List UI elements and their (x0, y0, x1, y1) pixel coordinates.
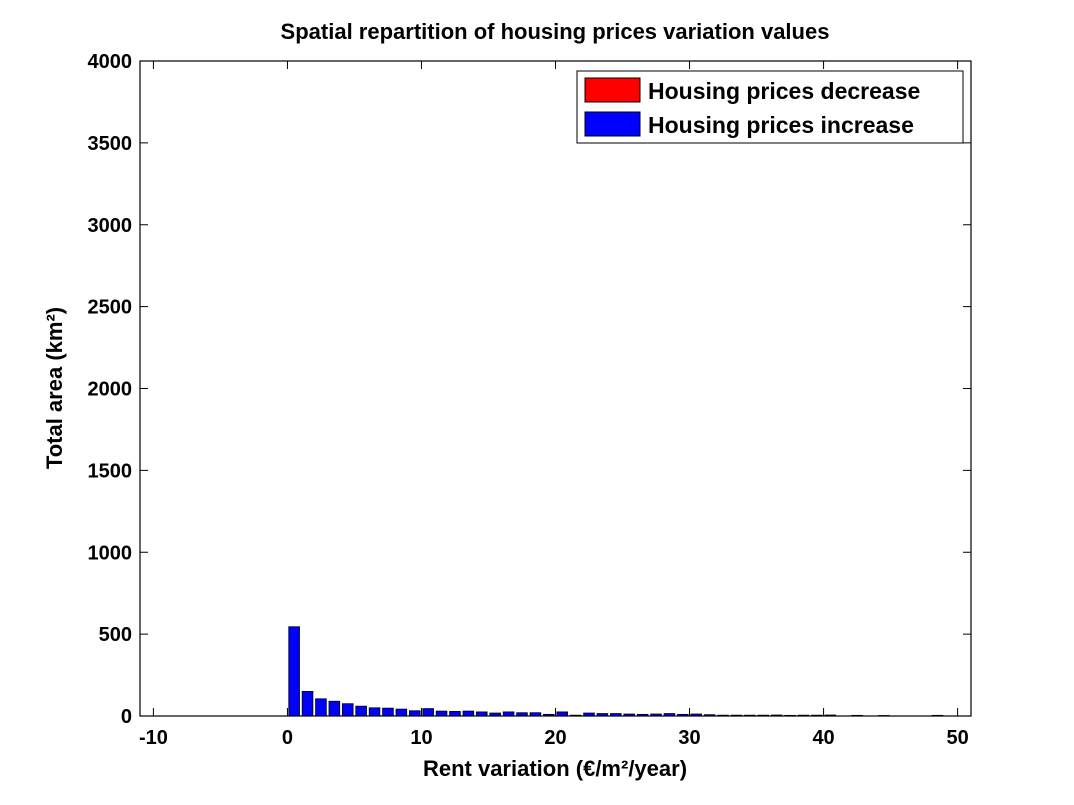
y-tick-label: 3500 (88, 133, 133, 155)
y-axis-title: Total area (km²) (42, 307, 67, 469)
bar-increase (502, 711, 515, 717)
legend-swatch-increase (584, 111, 641, 137)
x-axis: -10 0 10 20 30 40 50 (139, 61, 969, 749)
bar-increase (368, 707, 381, 717)
legend-swatch-decrease (584, 77, 641, 103)
x-axis-title: Rent variation (€/m²/year) (423, 756, 687, 781)
legend: Housing prices decrease Housing prices i… (576, 70, 964, 144)
bar-increase (301, 691, 314, 717)
bar-increase (315, 698, 327, 717)
y-axis: 0 500 1000 1500 2000 2500 3000 3500 4000 (88, 51, 971, 728)
x-tick-label: 0 (282, 727, 293, 749)
bar-increase (449, 711, 461, 717)
y-tick-label: 1500 (88, 460, 133, 482)
chart-title: Spatial repartition of housing prices va… (281, 19, 830, 44)
bar-increase (288, 626, 300, 717)
bar-increase (395, 708, 408, 717)
x-tick-label: 20 (544, 727, 566, 749)
y-tick-label: 4000 (88, 51, 133, 73)
plot-area (140, 61, 971, 716)
x-tick-label: 10 (410, 727, 432, 749)
bar-increase (556, 711, 568, 717)
legend-label-increase: Housing prices increase (648, 112, 914, 138)
bar-increase (435, 710, 448, 717)
legend-label-decrease: Housing prices decrease (648, 78, 920, 104)
bar-increase (382, 707, 394, 717)
y-tick-label: 2500 (88, 297, 133, 319)
x-tick-label: 50 (946, 727, 968, 749)
bar-increase (462, 710, 475, 717)
y-tick-label: 3000 (88, 215, 133, 237)
y-tick-label: 1000 (88, 542, 133, 564)
y-tick-label: 2000 (88, 379, 133, 401)
bar-increase (341, 703, 354, 717)
y-tick-label: 0 (121, 706, 132, 728)
x-tick-label: 40 (812, 727, 834, 749)
bar-increase (422, 708, 434, 717)
bar-increase (328, 700, 341, 717)
bar-increase (408, 710, 421, 717)
y-tick-label: 500 (99, 624, 132, 646)
bar-increase (476, 711, 488, 717)
legend-box (576, 70, 964, 144)
x-tick-label: 30 (678, 727, 700, 749)
bar-increase (355, 705, 367, 717)
x-tick-label: -10 (139, 727, 168, 749)
